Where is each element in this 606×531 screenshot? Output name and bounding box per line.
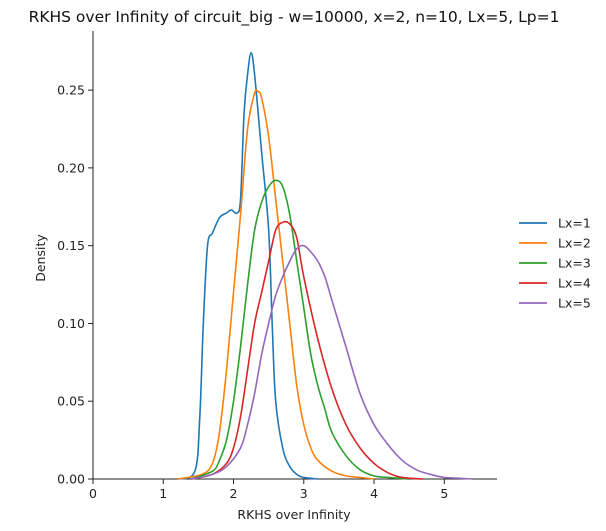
y-axis-label: Density bbox=[33, 234, 48, 282]
legend-label-5: Lx=5 bbox=[558, 296, 591, 311]
x-tick-label: 4 bbox=[370, 486, 378, 501]
y-tick-label: 0.00 bbox=[57, 472, 85, 487]
series-line-4 bbox=[191, 220, 424, 480]
y-tick-label: 0.25 bbox=[57, 83, 85, 98]
x-tick-label: 0 bbox=[89, 486, 97, 501]
plot-axes bbox=[92, 31, 497, 480]
y-tick-label: 0.20 bbox=[57, 160, 85, 175]
x-tick-label: 1 bbox=[159, 486, 167, 501]
y-tick-label: 0.10 bbox=[57, 316, 85, 331]
legend-label-1: Lx=1 bbox=[558, 216, 591, 231]
legend-label-4: Lx=4 bbox=[558, 276, 591, 291]
x-tick-label: 3 bbox=[300, 486, 308, 501]
chart-title: RKHS over Infinity of circuit_big - w=10… bbox=[29, 8, 560, 27]
y-tick-label: 0.15 bbox=[57, 238, 85, 253]
x-tick-label: 2 bbox=[230, 486, 238, 501]
x-tick-label: 5 bbox=[440, 486, 448, 501]
axis-ticks: 0 1 2 3 4 5 0.00 0.05 0.10 0.15 0.20 0.25 bbox=[57, 83, 448, 501]
series-line-2 bbox=[177, 88, 375, 480]
y-tick-label: 0.05 bbox=[57, 394, 85, 409]
legend-label-3: Lx=3 bbox=[558, 256, 591, 271]
series-line-1 bbox=[176, 51, 318, 480]
x-axis-label: RKHS over Infinity bbox=[237, 507, 351, 522]
series-lines bbox=[176, 51, 473, 480]
legend-label-2: Lx=2 bbox=[558, 236, 591, 251]
series-line-3 bbox=[191, 179, 410, 480]
legend: Lx=1 Lx=2 Lx=3 Lx=4 Lx=5 bbox=[519, 216, 591, 311]
series-line-5 bbox=[191, 244, 473, 480]
